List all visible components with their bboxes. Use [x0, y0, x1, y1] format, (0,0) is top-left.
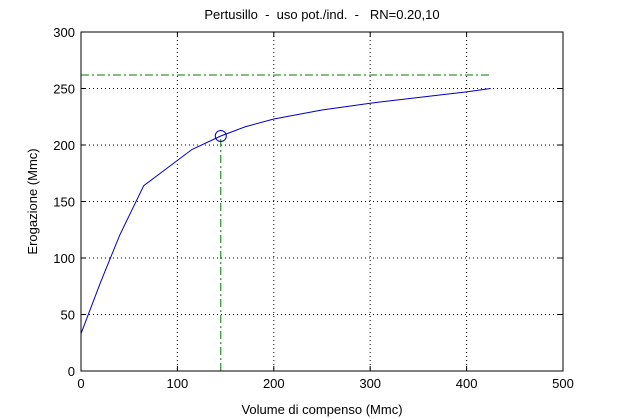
- y-tick-label: 100: [53, 251, 75, 266]
- x-tick-label: 500: [552, 376, 574, 391]
- series-line: [80, 88, 491, 334]
- y-tick-label: 200: [53, 138, 75, 153]
- x-tick-label: 300: [359, 376, 381, 391]
- ticks: 0 100 200 300 400 500 0 50 100 150 200 250 300: [53, 25, 574, 391]
- y-tick-label: 0: [68, 364, 75, 379]
- x-axis-label: Volume di compenso (Mmc): [241, 402, 402, 417]
- x-tick-label: 200: [263, 376, 285, 391]
- y-tick-label: 150: [53, 195, 75, 210]
- x-tick-label: 400: [456, 376, 478, 391]
- series-layer: [80, 88, 491, 334]
- chart-title: Pertusillo - uso pot./ind. - RN=0.20,10: [204, 7, 439, 22]
- y-tick-label: 250: [53, 82, 75, 97]
- y-axis-label: Erogazione (Mmc): [25, 148, 40, 254]
- x-tick-label: 0: [77, 376, 84, 391]
- y-tick-label: 50: [61, 308, 75, 323]
- grid: [81, 32, 563, 371]
- reference-lines: [81, 74, 491, 371]
- y-tick-label: 300: [53, 25, 75, 40]
- x-tick-label: 100: [167, 376, 189, 391]
- operating-point-marker: [214, 129, 227, 142]
